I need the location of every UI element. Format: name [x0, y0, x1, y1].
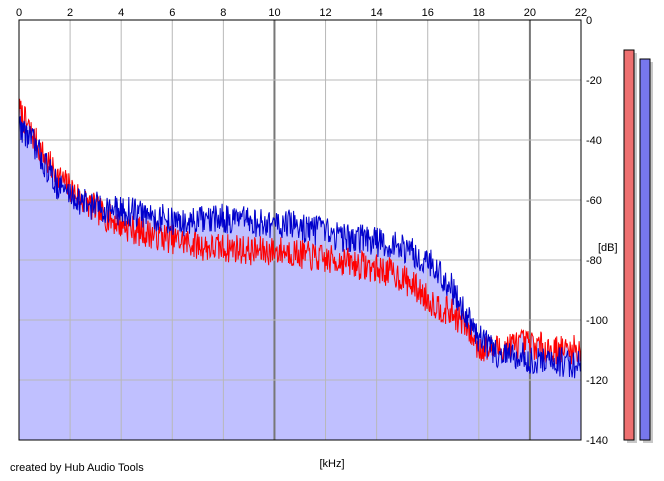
y-tick-label: -80: [586, 255, 602, 267]
x-tick-label: 10: [268, 7, 280, 19]
y-tick-label: -40: [586, 135, 602, 147]
x-tick-label: 22: [575, 7, 587, 19]
y-axis: 0 -20 -40 -60 -80 -100 -120 -140: [586, 15, 608, 447]
x-tick-label: 4: [118, 7, 124, 19]
x-axis: 0 2 4 6 8 10 12 14 16 18 20 22: [16, 7, 587, 19]
x-tick-label: 12: [319, 7, 331, 19]
x-tick-label: 18: [473, 7, 485, 19]
x-tick-label: 20: [524, 7, 536, 19]
y-tick-label: -60: [586, 195, 602, 207]
x-tick-label: 16: [422, 7, 434, 19]
x-tick-label: 8: [220, 7, 226, 19]
y-tick-label: -140: [586, 435, 608, 447]
y-tick-label: -120: [586, 375, 608, 387]
spectrum-area: [19, 98, 581, 441]
level-meter-bar: [623, 49, 635, 441]
credit-text: created by Hub Audio Tools: [10, 462, 144, 474]
x-tick-label: 14: [371, 7, 383, 19]
series-blue-line: [18, 116, 582, 379]
plot-frame: [18, 19, 582, 441]
y-tick-label: -20: [586, 75, 602, 87]
x-axis-label: [kHz]: [319, 458, 344, 470]
y-axis-label: [dB]: [598, 242, 618, 254]
level-meter-bar: [639, 58, 651, 441]
x-tick-label: 6: [169, 7, 175, 19]
x-tick-label: 0: [16, 7, 22, 19]
x-tick-label: 2: [67, 7, 73, 19]
y-tick-label: -100: [586, 315, 608, 327]
y-tick-label: 0: [586, 15, 592, 27]
level-meters: [623, 49, 653, 443]
